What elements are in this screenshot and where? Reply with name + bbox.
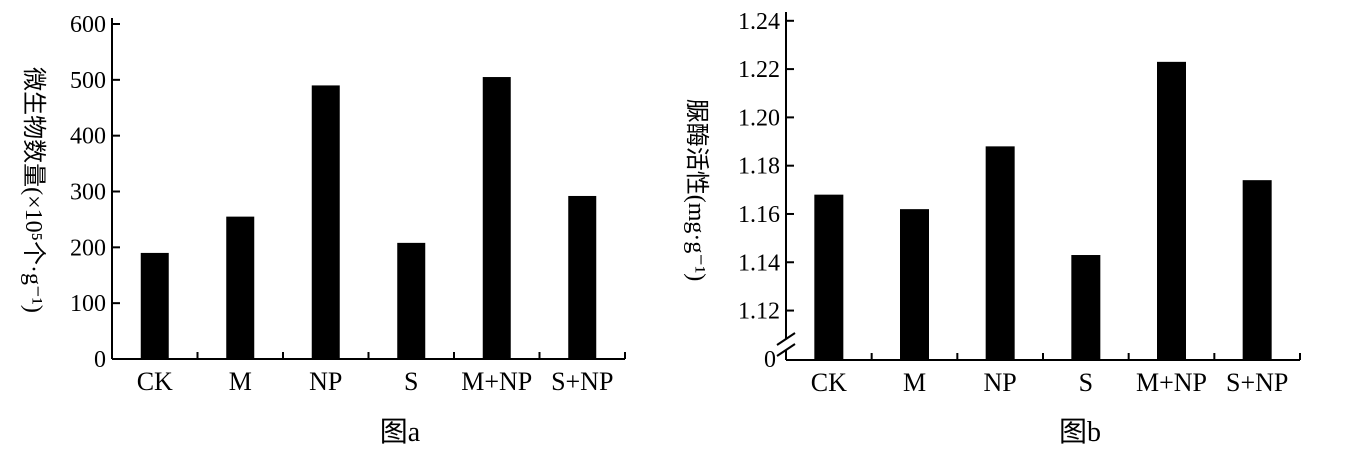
x-tick-label: CK xyxy=(137,367,173,396)
x-tick-label: M+NP xyxy=(1136,368,1207,397)
y-tick-label: 0 xyxy=(94,347,106,373)
chart-caption: 图b xyxy=(1059,417,1101,448)
chart-caption: 图a xyxy=(380,417,421,448)
axis-break-mark xyxy=(776,343,796,357)
x-tick-label: M xyxy=(903,368,926,397)
bar xyxy=(1071,255,1101,360)
x-tick-label: NP xyxy=(984,368,1017,397)
bar xyxy=(226,216,255,359)
y-tick-label: 1.14 xyxy=(738,250,780,276)
axis-break-mark xyxy=(776,332,796,346)
bar xyxy=(311,85,340,360)
y-tick-label: 500 xyxy=(70,68,106,94)
y-tick-label: 1.18 xyxy=(738,154,780,180)
x-tick-label: NP xyxy=(309,367,342,396)
bar xyxy=(140,252,169,359)
bar xyxy=(985,146,1015,360)
x-tick-label: S xyxy=(1079,368,1093,397)
bar xyxy=(814,194,844,360)
x-tick-label: CK xyxy=(811,368,847,397)
y-tick-label: 300 xyxy=(70,180,106,206)
bar xyxy=(397,242,426,359)
bar xyxy=(568,195,597,359)
bar xyxy=(900,209,929,360)
x-tick-label: M xyxy=(229,367,252,396)
x-tick-label: M+NP xyxy=(461,367,532,396)
y-tick-label: 600 xyxy=(70,12,106,38)
y-tick-label: 1.22 xyxy=(738,57,780,83)
bar xyxy=(1242,180,1272,360)
y-axis-label: 脲酶活性(mg·g⁻¹) xyxy=(683,99,710,282)
y-tick-label: 1.16 xyxy=(738,202,780,228)
chart-b: 脲酶活性(mg·g⁻¹) 图b 0 1.12 1.14 1.16 1.18 1.20 1.2… xyxy=(683,9,1301,448)
bar xyxy=(1157,61,1186,361)
x-tick-label: S+NP xyxy=(1226,368,1288,397)
y-tick-label: 1.20 xyxy=(738,105,780,131)
chart-a: 微生物数量(×10⁵个·g⁻¹) 图a 0 100 200 300 400 500 600 C… xyxy=(20,12,626,448)
x-tick-label: S xyxy=(404,367,418,396)
x-tick-label: S+NP xyxy=(551,367,613,396)
y-tick-label: 400 xyxy=(70,124,106,150)
y-axis-label: 微生物数量(×10⁵个·g⁻¹) xyxy=(20,67,47,313)
y-tick-label: 1.24 xyxy=(738,9,780,35)
y-tick-label: 1.12 xyxy=(738,299,780,325)
y-tick-label: 100 xyxy=(70,291,106,317)
y-tick-label: 0 xyxy=(764,347,776,373)
y-tick-label: 200 xyxy=(70,235,106,261)
bar xyxy=(482,77,511,360)
